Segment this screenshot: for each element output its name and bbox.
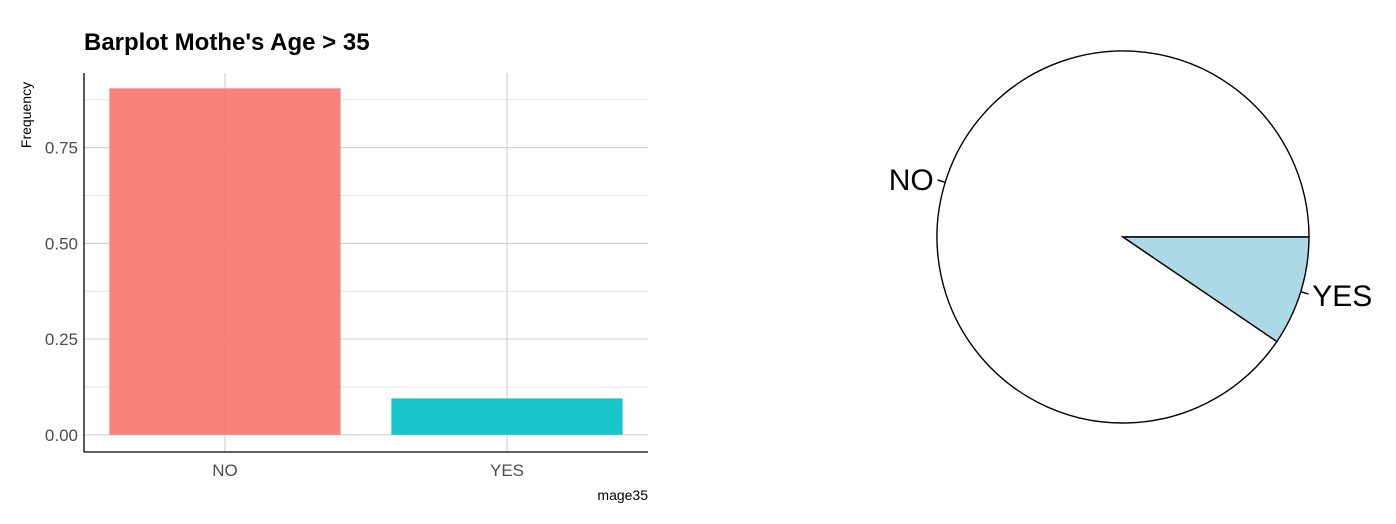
bar-no	[109, 88, 341, 435]
bar-bars	[109, 88, 623, 435]
bar-chart: Barplot Mothe's Age > 35 0.00 0.25 0.50 0.7…	[18, 29, 648, 503]
pie-label-no: NO	[889, 164, 934, 197]
x-tick-labels: NO YES	[212, 461, 524, 480]
bar-chart-title: Barplot Mothe's Age > 35	[84, 29, 370, 56]
y-tick-labels: 0.00 0.25 0.50 0.75	[45, 139, 78, 445]
y-tick-label: 0.50	[45, 234, 78, 253]
bar-yes	[391, 398, 623, 435]
y-tick-label: 0.75	[45, 139, 78, 158]
pie-label-yes: YES	[1312, 280, 1372, 313]
x-axis-label: mage35	[597, 487, 648, 503]
pie-label-tick	[937, 179, 946, 183]
y-tick-label: 0.00	[45, 426, 78, 445]
y-axis-label: Frequency	[18, 82, 34, 148]
pie-chart: NO YES	[889, 50, 1372, 424]
x-tick-label: YES	[490, 461, 524, 480]
pie-label-tick	[1300, 291, 1309, 295]
x-tick-label: NO	[212, 461, 238, 480]
y-tick-label: 0.25	[45, 330, 78, 349]
